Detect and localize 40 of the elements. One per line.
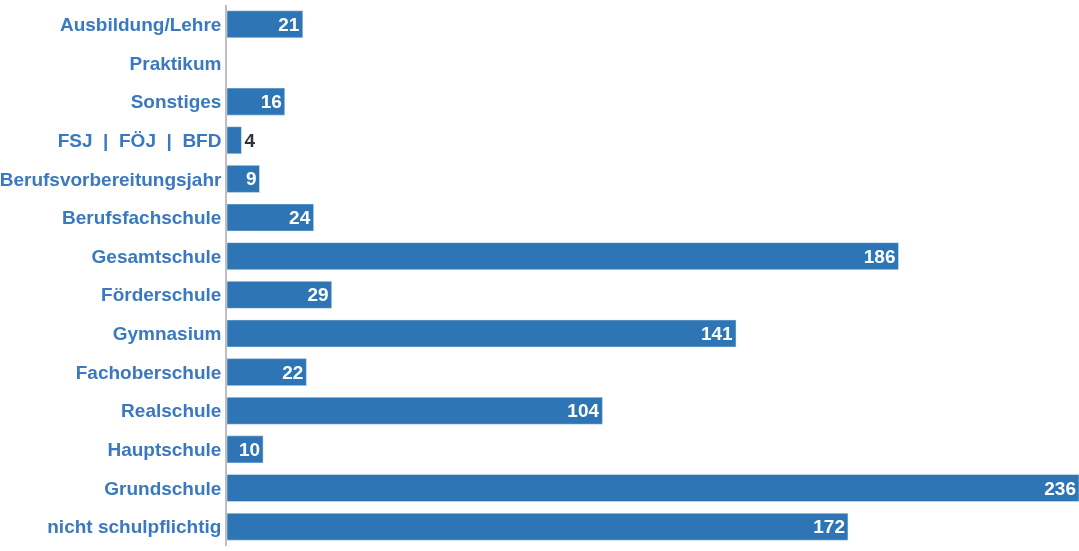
data-label: 236	[1044, 477, 1076, 499]
bar	[227, 203, 314, 232]
bar	[227, 126, 242, 155]
data-label: 141	[700, 322, 734, 344]
bar	[227, 396, 603, 425]
bar	[227, 165, 260, 193]
y-tick-label: Berufsvorbereitungsjahr	[0, 168, 223, 190]
data-label: 21	[278, 13, 300, 35]
y-tick-label: Grundschule	[104, 477, 222, 499]
data-label: 24	[289, 207, 311, 229]
y-tick-label: Sonstiges	[130, 91, 222, 113]
data-label: 16	[260, 91, 282, 113]
y-tick-label: Berufsfachschule	[62, 207, 222, 229]
y-tick-label: Fachoberschule	[75, 361, 222, 383]
y-tick-label: Hauptschule	[107, 439, 222, 461]
bar	[227, 319, 737, 348]
y-tick-label: Realschule	[121, 400, 222, 422]
y-tick-label: Förderschule	[101, 284, 222, 306]
bar	[227, 435, 264, 464]
bar	[227, 87, 286, 116]
y-tick-label: nicht schulpflichtig	[47, 516, 222, 538]
data-label: 4	[244, 129, 256, 151]
bar	[227, 358, 307, 386]
bar	[227, 474, 1079, 502]
bar	[227, 281, 332, 309]
data-label: 9	[245, 168, 257, 190]
y-tick-label: Ausbildung/Lehre	[59, 13, 222, 35]
data-label: 10	[238, 438, 261, 460]
data-label: 172	[813, 516, 845, 538]
data-label: 22	[282, 361, 304, 383]
data-label: 186	[863, 245, 896, 267]
y-tick-label: FSJ | FÖJ | BFD	[57, 129, 222, 151]
y-tick-label: Gymnasium	[112, 323, 222, 345]
data-label: 104	[567, 400, 600, 422]
y-tick-label: Praktikum	[129, 52, 222, 74]
bar	[227, 512, 849, 541]
y-tick-label: Gesamtschule	[91, 245, 222, 267]
bar	[227, 10, 304, 39]
bar	[227, 242, 899, 270]
data-label: 29	[307, 284, 329, 306]
